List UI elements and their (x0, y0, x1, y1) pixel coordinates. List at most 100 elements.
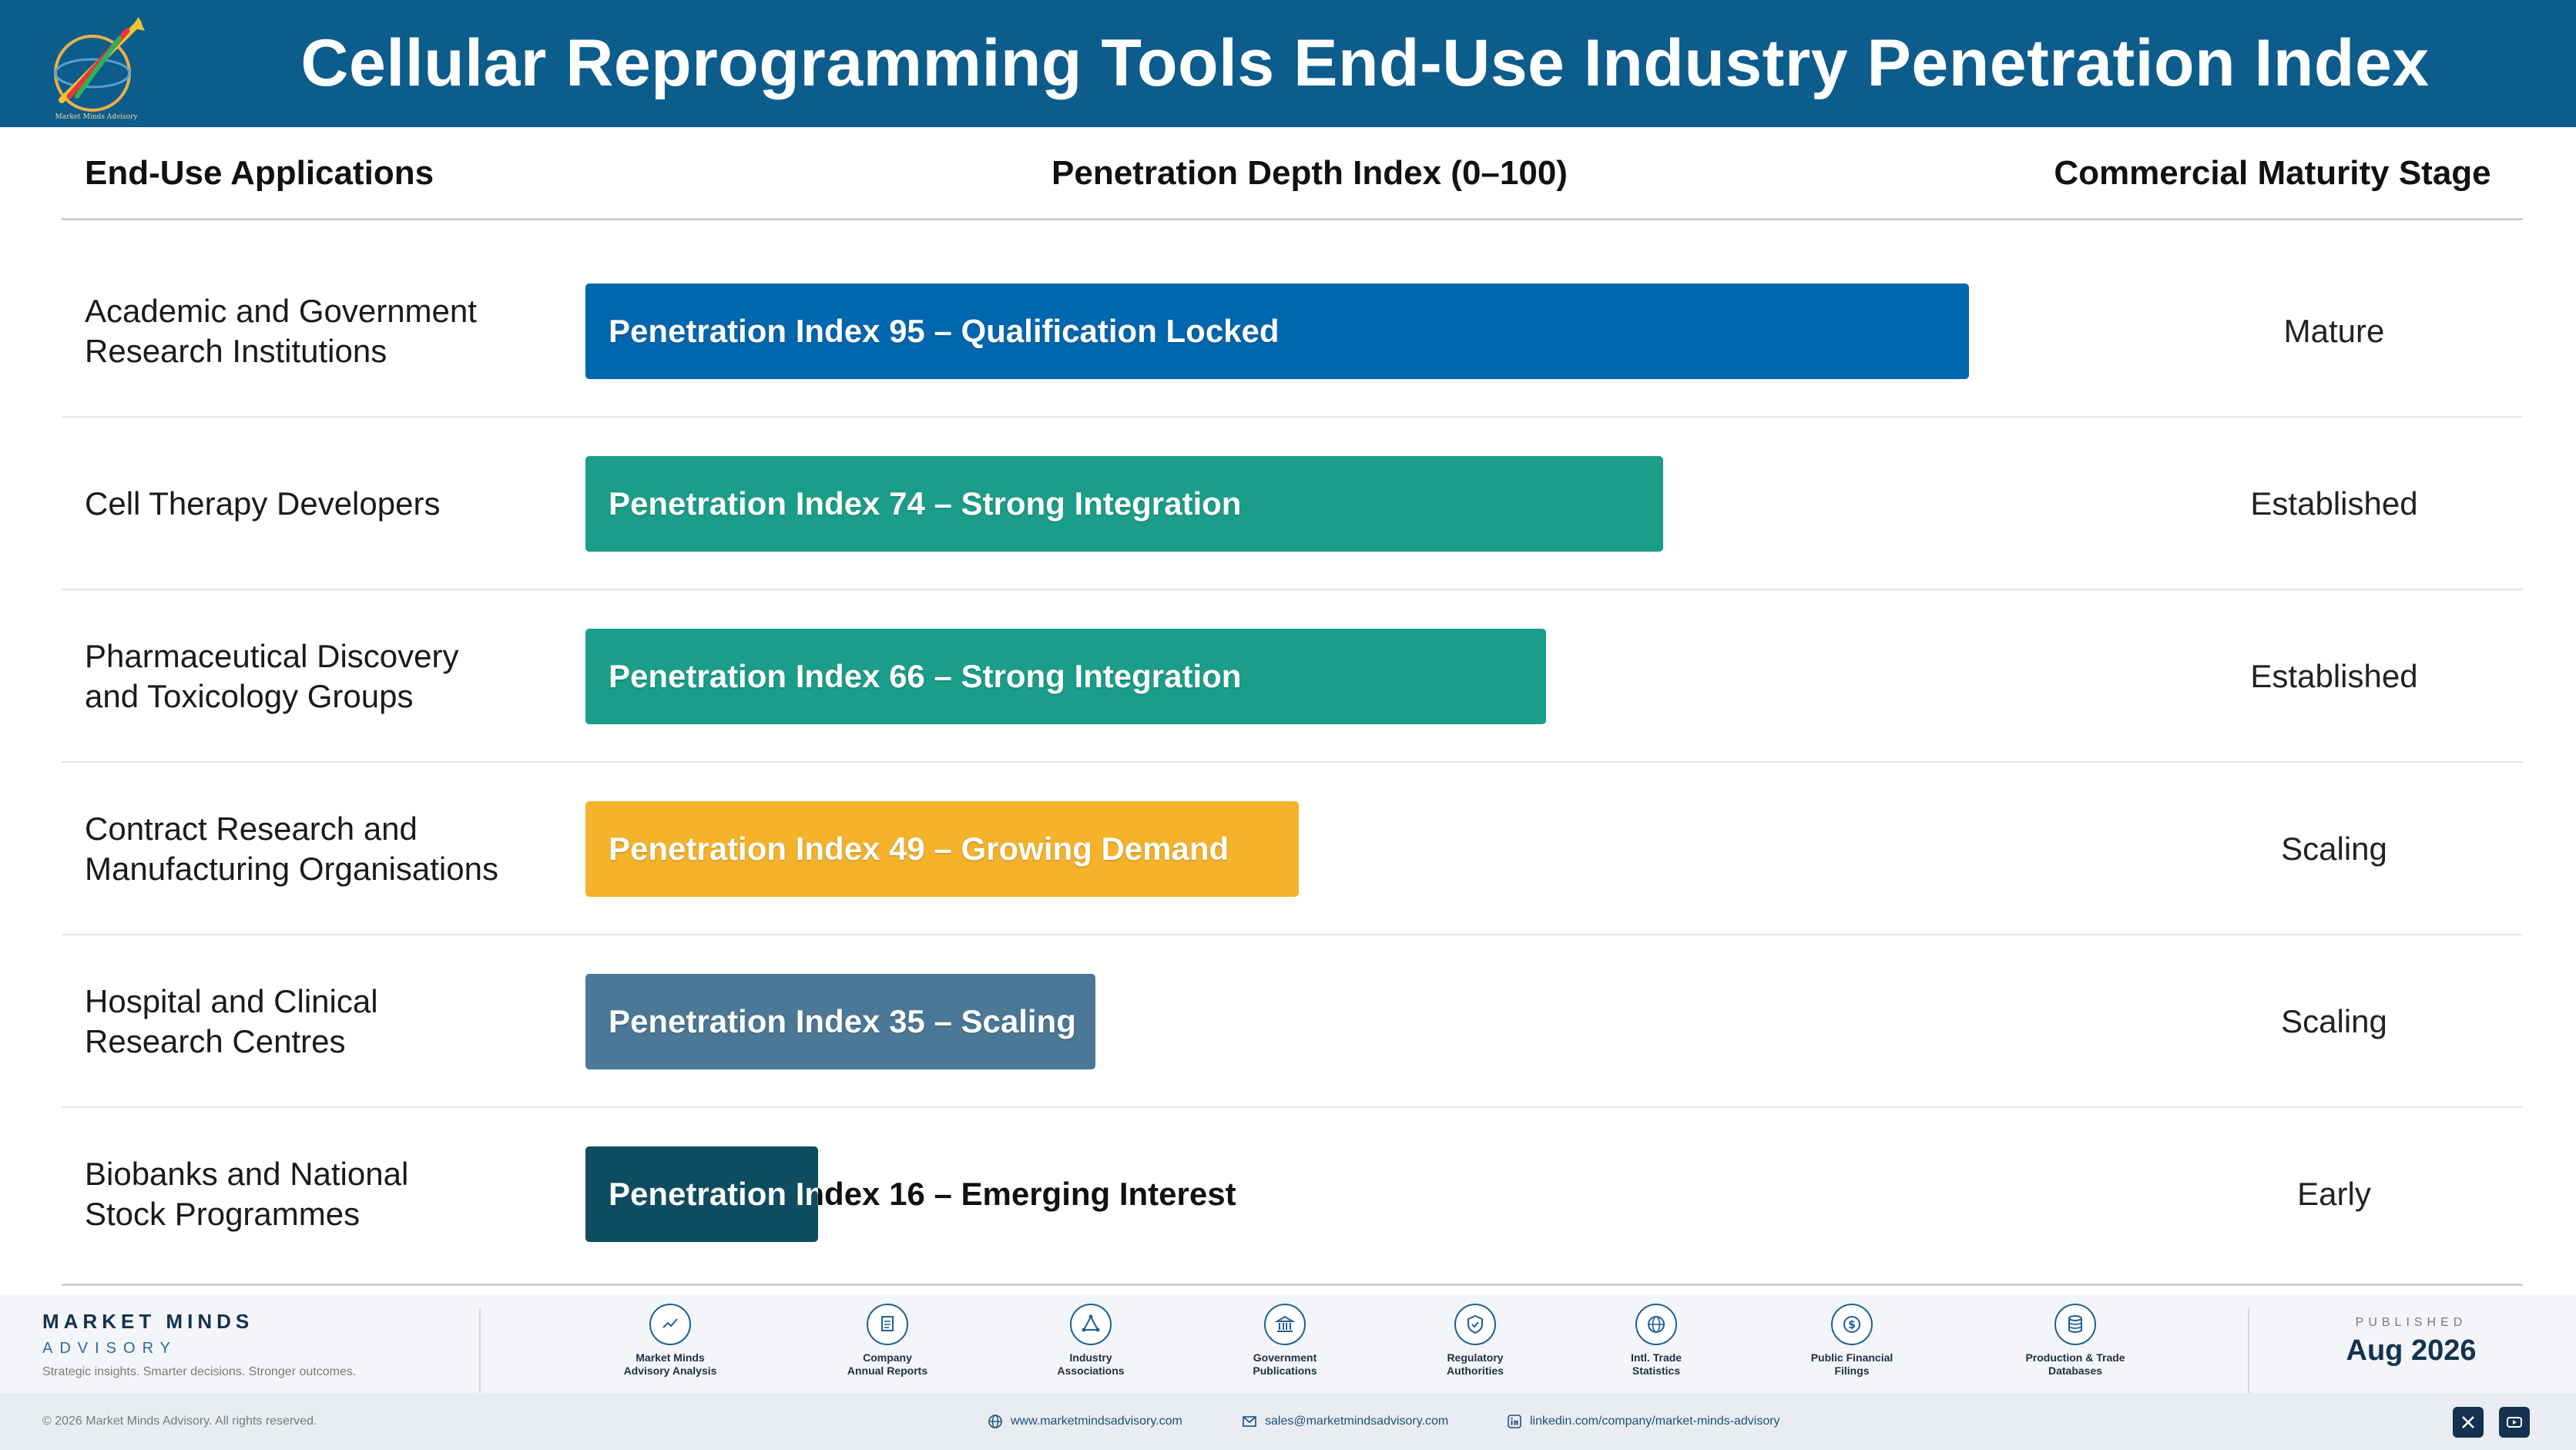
network-icon (1070, 1304, 1112, 1345)
source-label-line: Intl. Trade (1630, 1351, 1682, 1364)
footer: MARKET MINDS ADVISORY Strategic insights… (0, 1294, 2576, 1450)
chart-row: Hospital and Clinical Research Centres Pen… (62, 935, 2523, 1108)
brand-logo-icon: Market Minds Advisory (54, 17, 145, 121)
chart-row: Cell Therapy Developers Penetration Index… (62, 418, 2523, 590)
linkedin-text: linkedin.com/company/market-minds-adviso… (1530, 1415, 1780, 1428)
maturity-stage: Established (2250, 658, 2418, 694)
source-item: Government Publications (1208, 1304, 1362, 1378)
bar (585, 456, 1663, 552)
globe-icon (1635, 1304, 1677, 1345)
source-item: Regulatory Authorities (1398, 1304, 1552, 1378)
source-label-line: Government (1253, 1351, 1317, 1364)
source-label: Regulatory Authorities (1398, 1351, 1552, 1378)
bar-data-label: Penetration Index 66 – Strong Integratio… (609, 658, 1242, 694)
source-label: Company Annual Reports (810, 1351, 964, 1378)
category-label-line: Hospital and Clinical (85, 983, 378, 1019)
website-text: www.marketmindsadvisory.com (1011, 1415, 1182, 1428)
source-item: Intl. Trade Statistics (1579, 1304, 1733, 1378)
source-label-line: Regulatory (1447, 1351, 1504, 1364)
source-label: Market Minds Advisory Analysis (593, 1351, 747, 1378)
column-header-applications: End-Use Applications (85, 154, 434, 192)
row-divider (62, 589, 2523, 590)
source-label-line: Filings (1834, 1364, 1870, 1377)
header-divider (62, 218, 2523, 220)
category-label-text: Academic and Government Research Institut… (85, 291, 477, 371)
source-label-line: Annual Reports (847, 1364, 928, 1377)
source-label-line: Statistics (1632, 1364, 1681, 1377)
row-divider (62, 1106, 2523, 1108)
building-icon (1264, 1304, 1306, 1345)
category-label-line: Cell Therapy Developers (85, 485, 441, 522)
bar-data-label: Penetration Index 35 – Scaling (609, 1003, 1076, 1039)
document-icon (867, 1304, 908, 1345)
source-label-line: Market Minds (636, 1351, 705, 1364)
bar-data-label: Penetration Index 16 – Emerging Interest (609, 1146, 1236, 1242)
footer-contact-bar: © 2026 Market Minds Advisory. All rights… (0, 1393, 2576, 1450)
column-header-maturity: Commercial Maturity Stage (2054, 154, 2491, 192)
source-label-line: Public Financial (1810, 1351, 1893, 1364)
source-label-line: Databases (2048, 1364, 2103, 1377)
source-item: Company Annual Reports (810, 1304, 964, 1378)
website-link[interactable]: www.marketmindsadvisory.com (988, 1393, 1182, 1450)
maturity-stage: Scaling (2281, 831, 2387, 867)
bar (585, 284, 1969, 379)
youtube-icon (2507, 1417, 2522, 1428)
source-label: Intl. Trade Statistics (1579, 1351, 1733, 1378)
category-label-text: Pharmaceutical Discovery and Toxicology G… (85, 636, 459, 717)
maturity-stage: Early (2297, 1176, 2371, 1212)
x-icon (2462, 1416, 2474, 1428)
maturity-stage: Scaling (2281, 1003, 2387, 1039)
source-label-line: Company (863, 1351, 912, 1364)
bar (585, 801, 1299, 897)
category-label-line: Pharmaceutical Discovery (85, 638, 459, 674)
footer-brand: MARKET MINDS ADVISORY Strategic insights… (42, 1310, 356, 1379)
published-block: PUBLISHED Aug 2026 (2280, 1316, 2542, 1368)
trend-icon (649, 1304, 691, 1345)
source-label-line: Production & Trade (2025, 1351, 2125, 1364)
svg-text:$: $ (1848, 1319, 1856, 1331)
category-label: Cell Therapy Developers (85, 418, 578, 590)
email-link[interactable]: sales@marketmindsadvisory.com (1242, 1393, 1448, 1450)
header-banner: Market Minds Advisory Cellular Reprogram… (0, 0, 2576, 127)
source-label-line: Industry (1069, 1351, 1112, 1364)
source-label-line: Publications (1253, 1364, 1317, 1377)
email-text: sales@marketmindsadvisory.com (1265, 1415, 1449, 1428)
footer-divider (2248, 1308, 2249, 1393)
category-label: Academic and Government Research Institut… (85, 245, 578, 418)
category-label: Biobanks and National Stock Programmes (85, 1108, 578, 1280)
bar-data-label: Penetration Index 74 – Strong Integratio… (609, 485, 1242, 522)
bar (585, 629, 1546, 724)
youtube-social-button[interactable] (2499, 1407, 2530, 1438)
category-label-text: Biobanks and National Stock Programmes (85, 1154, 408, 1234)
source-label: Production & Trade Databases (1998, 1351, 2152, 1378)
brand-tagline: Strategic insights. Smarter decisions. S… (42, 1365, 357, 1378)
category-label: Pharmaceutical Discovery and Toxicology G… (85, 590, 578, 763)
brand-subtitle: ADVISORY (42, 1340, 177, 1357)
globe-icon (988, 1415, 1002, 1428)
source-label: Public Financial Filings (1775, 1351, 1929, 1378)
footer-divider (479, 1308, 481, 1393)
chart-row: Academic and Government Research Institut… (62, 245, 2523, 418)
brand-name: MARKET MINDS (42, 1310, 254, 1333)
category-label-line: Biobanks and National (85, 1156, 409, 1192)
linkedin-link[interactable]: linkedin.com/company/market-minds-adviso… (1507, 1393, 1780, 1450)
category-label-line: Manufacturing Organisations (85, 851, 498, 887)
category-label-line: Stock Programmes (85, 1196, 361, 1232)
category-label-text: Hospital and Clinical Research Centres (85, 982, 378, 1062)
svg-text:Market Minds Advisory: Market Minds Advisory (55, 113, 139, 121)
chart-row: Contract Research and Manufacturing Organ… (62, 763, 2523, 935)
chart-row: Pharmaceutical Discovery and Toxicology G… (62, 590, 2523, 763)
source-label-line: Authorities (1447, 1364, 1504, 1377)
published-date: Aug 2026 (2346, 1334, 2477, 1367)
column-header-penetration: Penetration Depth Index (0–100) (1052, 154, 1568, 192)
published-label: PUBLISHED (2355, 1316, 2467, 1329)
category-label: Contract Research and Manufacturing Organ… (85, 763, 578, 935)
source-label: Industry Associations (1014, 1351, 1168, 1378)
mail-icon (1243, 1416, 1256, 1427)
chart-row: Biobanks and National Stock Programmes Pen… (62, 1108, 2523, 1280)
bar-data-label: Penetration Index 49 – Growing Demand (609, 831, 1229, 867)
bar (585, 1146, 818, 1242)
source-label-line: Advisory Analysis (623, 1364, 717, 1377)
category-label-text: Cell Therapy Developers (85, 484, 440, 524)
x-social-button[interactable] (2453, 1407, 2484, 1438)
